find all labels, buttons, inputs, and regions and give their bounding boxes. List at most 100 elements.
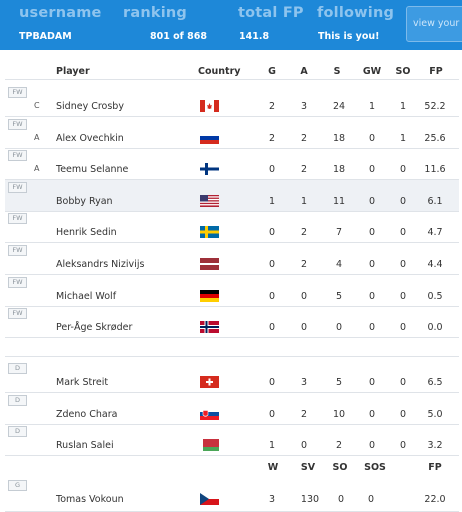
col-goalie-fp[interactable]: FP <box>428 462 442 473</box>
player-name[interactable]: Per-Åge Skrøder <box>56 322 133 334</box>
player-row[interactable]: D Zdeno Chara 0 2 10 0 0 5.0 <box>5 393 459 425</box>
position-badge: FW <box>8 245 27 256</box>
stat-gw: 0 <box>368 132 376 144</box>
player-name[interactable]: Henrik Sedin <box>56 227 117 239</box>
player-row[interactable]: FW Aleksandrs Nizivijs 0 2 4 0 0 4.4 <box>5 243 459 275</box>
stat-so: 0 <box>399 290 407 302</box>
player-row[interactable]: D Ruslan Salei 1 0 2 0 0 3.2 <box>5 424 459 457</box>
stat-gw: 0 <box>368 408 376 420</box>
ranking-label: ranking <box>123 5 187 21</box>
stat-sos: 0 <box>367 494 375 505</box>
player-name[interactable]: Aleksandrs Nizivijs <box>56 259 145 270</box>
stat-a: 1 <box>300 195 308 207</box>
germany-flag-icon <box>200 289 219 302</box>
position-badge: FW <box>8 213 27 225</box>
stat-s: 4 <box>335 259 343 270</box>
col-a[interactable]: A <box>300 66 308 77</box>
stat-a: 3 <box>300 101 308 112</box>
player-name[interactable]: Mark Streit <box>56 377 109 388</box>
ranking-value: 801 of 868 <box>150 31 207 42</box>
stat-gw: 0 <box>368 377 376 388</box>
stat-a: 0 <box>300 440 308 452</box>
stat-fp: 0.0 <box>427 322 443 334</box>
stat-g: 2 <box>268 132 276 144</box>
stat-so: 0 <box>337 494 345 505</box>
view-your-button[interactable]: view your <box>406 6 462 42</box>
stat-a: 0 <box>300 322 308 334</box>
role-label: C <box>34 101 40 110</box>
player-row[interactable]: FW A Alex Ovechkin 2 2 18 0 1 25.6 <box>5 117 459 149</box>
stat-so: 0 <box>399 227 407 239</box>
stat-a: 2 <box>300 408 308 420</box>
player-name[interactable]: Sidney Crosby <box>56 101 124 112</box>
col-so[interactable]: SO <box>395 66 411 77</box>
stat-fp: 5.0 <box>427 408 443 420</box>
player-row[interactable]: FW Per-Åge Skrøder 0 0 0 0 0 0.0 <box>5 306 459 339</box>
player-name[interactable]: Tomas Vokoun <box>56 494 124 505</box>
stat-fp: 11.6 <box>424 164 446 176</box>
header-divider <box>5 79 459 80</box>
stat-gw: 0 <box>368 195 376 207</box>
player-row[interactable]: FW Bobby Ryan 1 1 11 0 0 6.1 <box>5 179 459 212</box>
stat-s: 18 <box>332 164 346 176</box>
stat-so: 0 <box>399 408 407 420</box>
section-gap <box>5 337 459 357</box>
stat-s: 7 <box>335 227 343 239</box>
stat-fp: 4.4 <box>427 259 443 270</box>
col-player[interactable]: Player <box>56 66 90 77</box>
stat-s: 0 <box>335 322 343 334</box>
stat-g: 1 <box>268 195 276 207</box>
stat-s: 18 <box>332 132 346 144</box>
player-name[interactable]: Alex Ovechkin <box>56 132 124 144</box>
position-badge: D <box>8 426 27 438</box>
following-label: following <box>317 5 395 21</box>
player-name[interactable]: Michael Wolf <box>56 290 117 302</box>
col-country[interactable]: Country <box>198 66 241 77</box>
stat-gw: 1 <box>368 101 376 112</box>
col-s[interactable]: S <box>333 66 341 77</box>
norway-flag-icon <box>200 321 219 334</box>
username-value: TPBADAM <box>19 31 72 42</box>
col-w[interactable]: W <box>267 462 279 473</box>
stat-so: 1 <box>399 101 407 112</box>
col-gw[interactable]: GW <box>362 66 382 77</box>
stat-so: 0 <box>399 440 407 452</box>
position-badge: FW <box>8 118 27 130</box>
col-sos[interactable]: SOS <box>364 462 386 473</box>
stat-so: 0 <box>399 259 407 270</box>
col-g[interactable]: G <box>268 66 276 77</box>
finland-flag-icon <box>200 163 219 176</box>
player-name[interactable]: Teemu Selanne <box>56 164 129 176</box>
stat-s: 10 <box>332 408 346 420</box>
player-row[interactable]: FW Michael Wolf 0 0 5 0 0 0.5 <box>5 275 459 307</box>
position-badge: FW <box>8 181 27 193</box>
stat-gw: 0 <box>368 227 376 239</box>
player-row[interactable]: FW C Sidney Crosby 2 3 24 1 1 52.2 <box>5 85 459 117</box>
col-sv[interactable]: SV <box>300 462 316 473</box>
player-row[interactable]: FW Henrik Sedin 0 2 7 0 0 4.7 <box>5 211 459 244</box>
player-row[interactable]: D Mark Streit 0 3 5 0 0 6.5 <box>5 361 459 393</box>
col-fp[interactable]: FP <box>429 66 443 77</box>
col-goalie-so[interactable]: SO <box>332 462 348 473</box>
goalie-row[interactable]: G Tomas Vokoun 3 130 0 0 22.0 <box>5 478 459 512</box>
stat-g: 0 <box>268 259 276 270</box>
stat-fp: 6.1 <box>427 195 443 207</box>
player-name[interactable]: Bobby Ryan <box>56 195 113 207</box>
stat-gw: 0 <box>368 290 376 302</box>
player-name[interactable]: Ruslan Salei <box>56 440 114 452</box>
stat-g: 0 <box>268 227 276 239</box>
stat-s: 5 <box>335 290 343 302</box>
canada-flag-icon <box>200 100 219 112</box>
stat-a: 3 <box>300 377 308 388</box>
stat-g: 0 <box>268 322 276 334</box>
position-badge: G <box>8 480 27 491</box>
stat-sv: 130 <box>300 494 320 505</box>
position-badge: D <box>8 363 27 374</box>
player-name[interactable]: Zdeno Chara <box>56 408 118 420</box>
role-label: A <box>34 132 40 142</box>
position-badge: FW <box>8 87 27 98</box>
player-row[interactable]: FW A Teemu Selanne 0 2 18 0 0 11.6 <box>5 148 459 181</box>
stat-fp: 6.5 <box>427 377 443 388</box>
username-label: username <box>19 5 102 21</box>
stat-a: 2 <box>300 259 308 270</box>
